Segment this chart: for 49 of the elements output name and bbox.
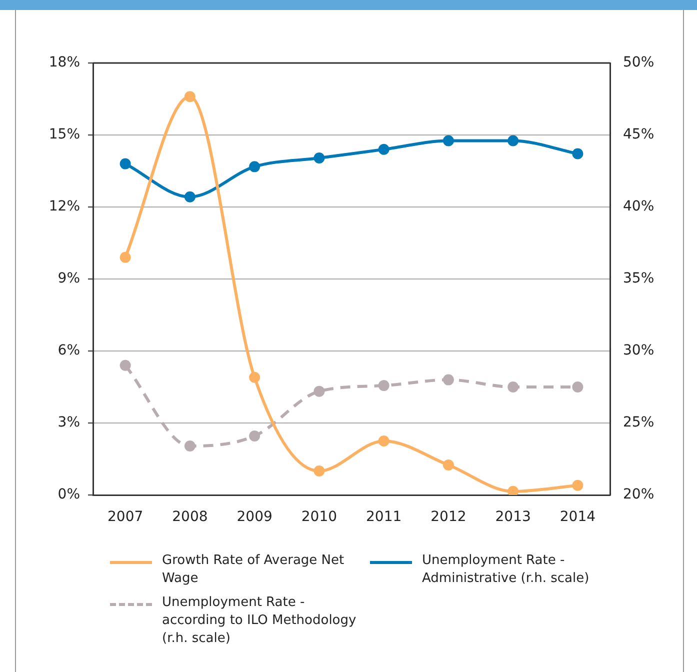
y-tick-label: 3% xyxy=(58,414,80,431)
y2-tick-label: 35% xyxy=(623,270,654,287)
point xyxy=(572,148,584,160)
point xyxy=(572,382,584,392)
x-tick-label: 2007 xyxy=(107,509,144,526)
point xyxy=(120,360,131,371)
point xyxy=(572,480,584,491)
point xyxy=(249,430,260,442)
y2-tick-label: 20% xyxy=(623,486,654,503)
point xyxy=(442,374,454,386)
y-tick-label: 6% xyxy=(58,342,80,359)
y2-tick-label: 45% xyxy=(623,126,654,143)
y-tick-label: 0% xyxy=(58,486,80,503)
y-tick-label: 12% xyxy=(48,198,80,215)
x-tick-label: 2010 xyxy=(301,509,338,526)
y-tick-label: 9% xyxy=(58,270,80,287)
x-tick-label: 2013 xyxy=(495,509,531,526)
point xyxy=(184,91,196,102)
point xyxy=(314,386,325,397)
x-tick-label: 2014 xyxy=(560,509,596,526)
x-tick-label: 2009 xyxy=(236,509,272,526)
legend-label: Unemployment Rate - according to ILO Methodology (r.h. scale) xyxy=(162,594,358,648)
point xyxy=(314,152,325,164)
x-tick-label: 2008 xyxy=(172,509,208,526)
point xyxy=(120,252,131,263)
point xyxy=(249,161,260,172)
point xyxy=(442,460,454,470)
y2-tick-label: 25% xyxy=(623,414,654,431)
point xyxy=(508,382,519,392)
point xyxy=(184,191,196,202)
y2-tick-label: 50% xyxy=(623,54,654,71)
legend-label: Unemployment Rate - Administrative (r.h. scale) xyxy=(422,552,590,588)
point xyxy=(314,466,325,476)
y2-tick-label: 40% xyxy=(623,198,654,215)
x-tick-label: 2012 xyxy=(430,509,466,526)
y2-tick-label: 30% xyxy=(623,342,654,359)
point xyxy=(249,372,260,383)
point xyxy=(508,486,519,495)
x-tick-label: 2011 xyxy=(366,509,402,526)
point xyxy=(508,135,519,146)
point xyxy=(120,158,131,170)
point xyxy=(378,380,390,392)
point xyxy=(442,135,454,146)
legend-label: Growth Rate of Average Net Wage xyxy=(162,552,346,588)
point xyxy=(378,436,390,446)
y-tick-label: 18% xyxy=(48,54,80,71)
point xyxy=(184,440,196,452)
point xyxy=(378,144,390,155)
y-tick-label: 15% xyxy=(48,126,80,143)
